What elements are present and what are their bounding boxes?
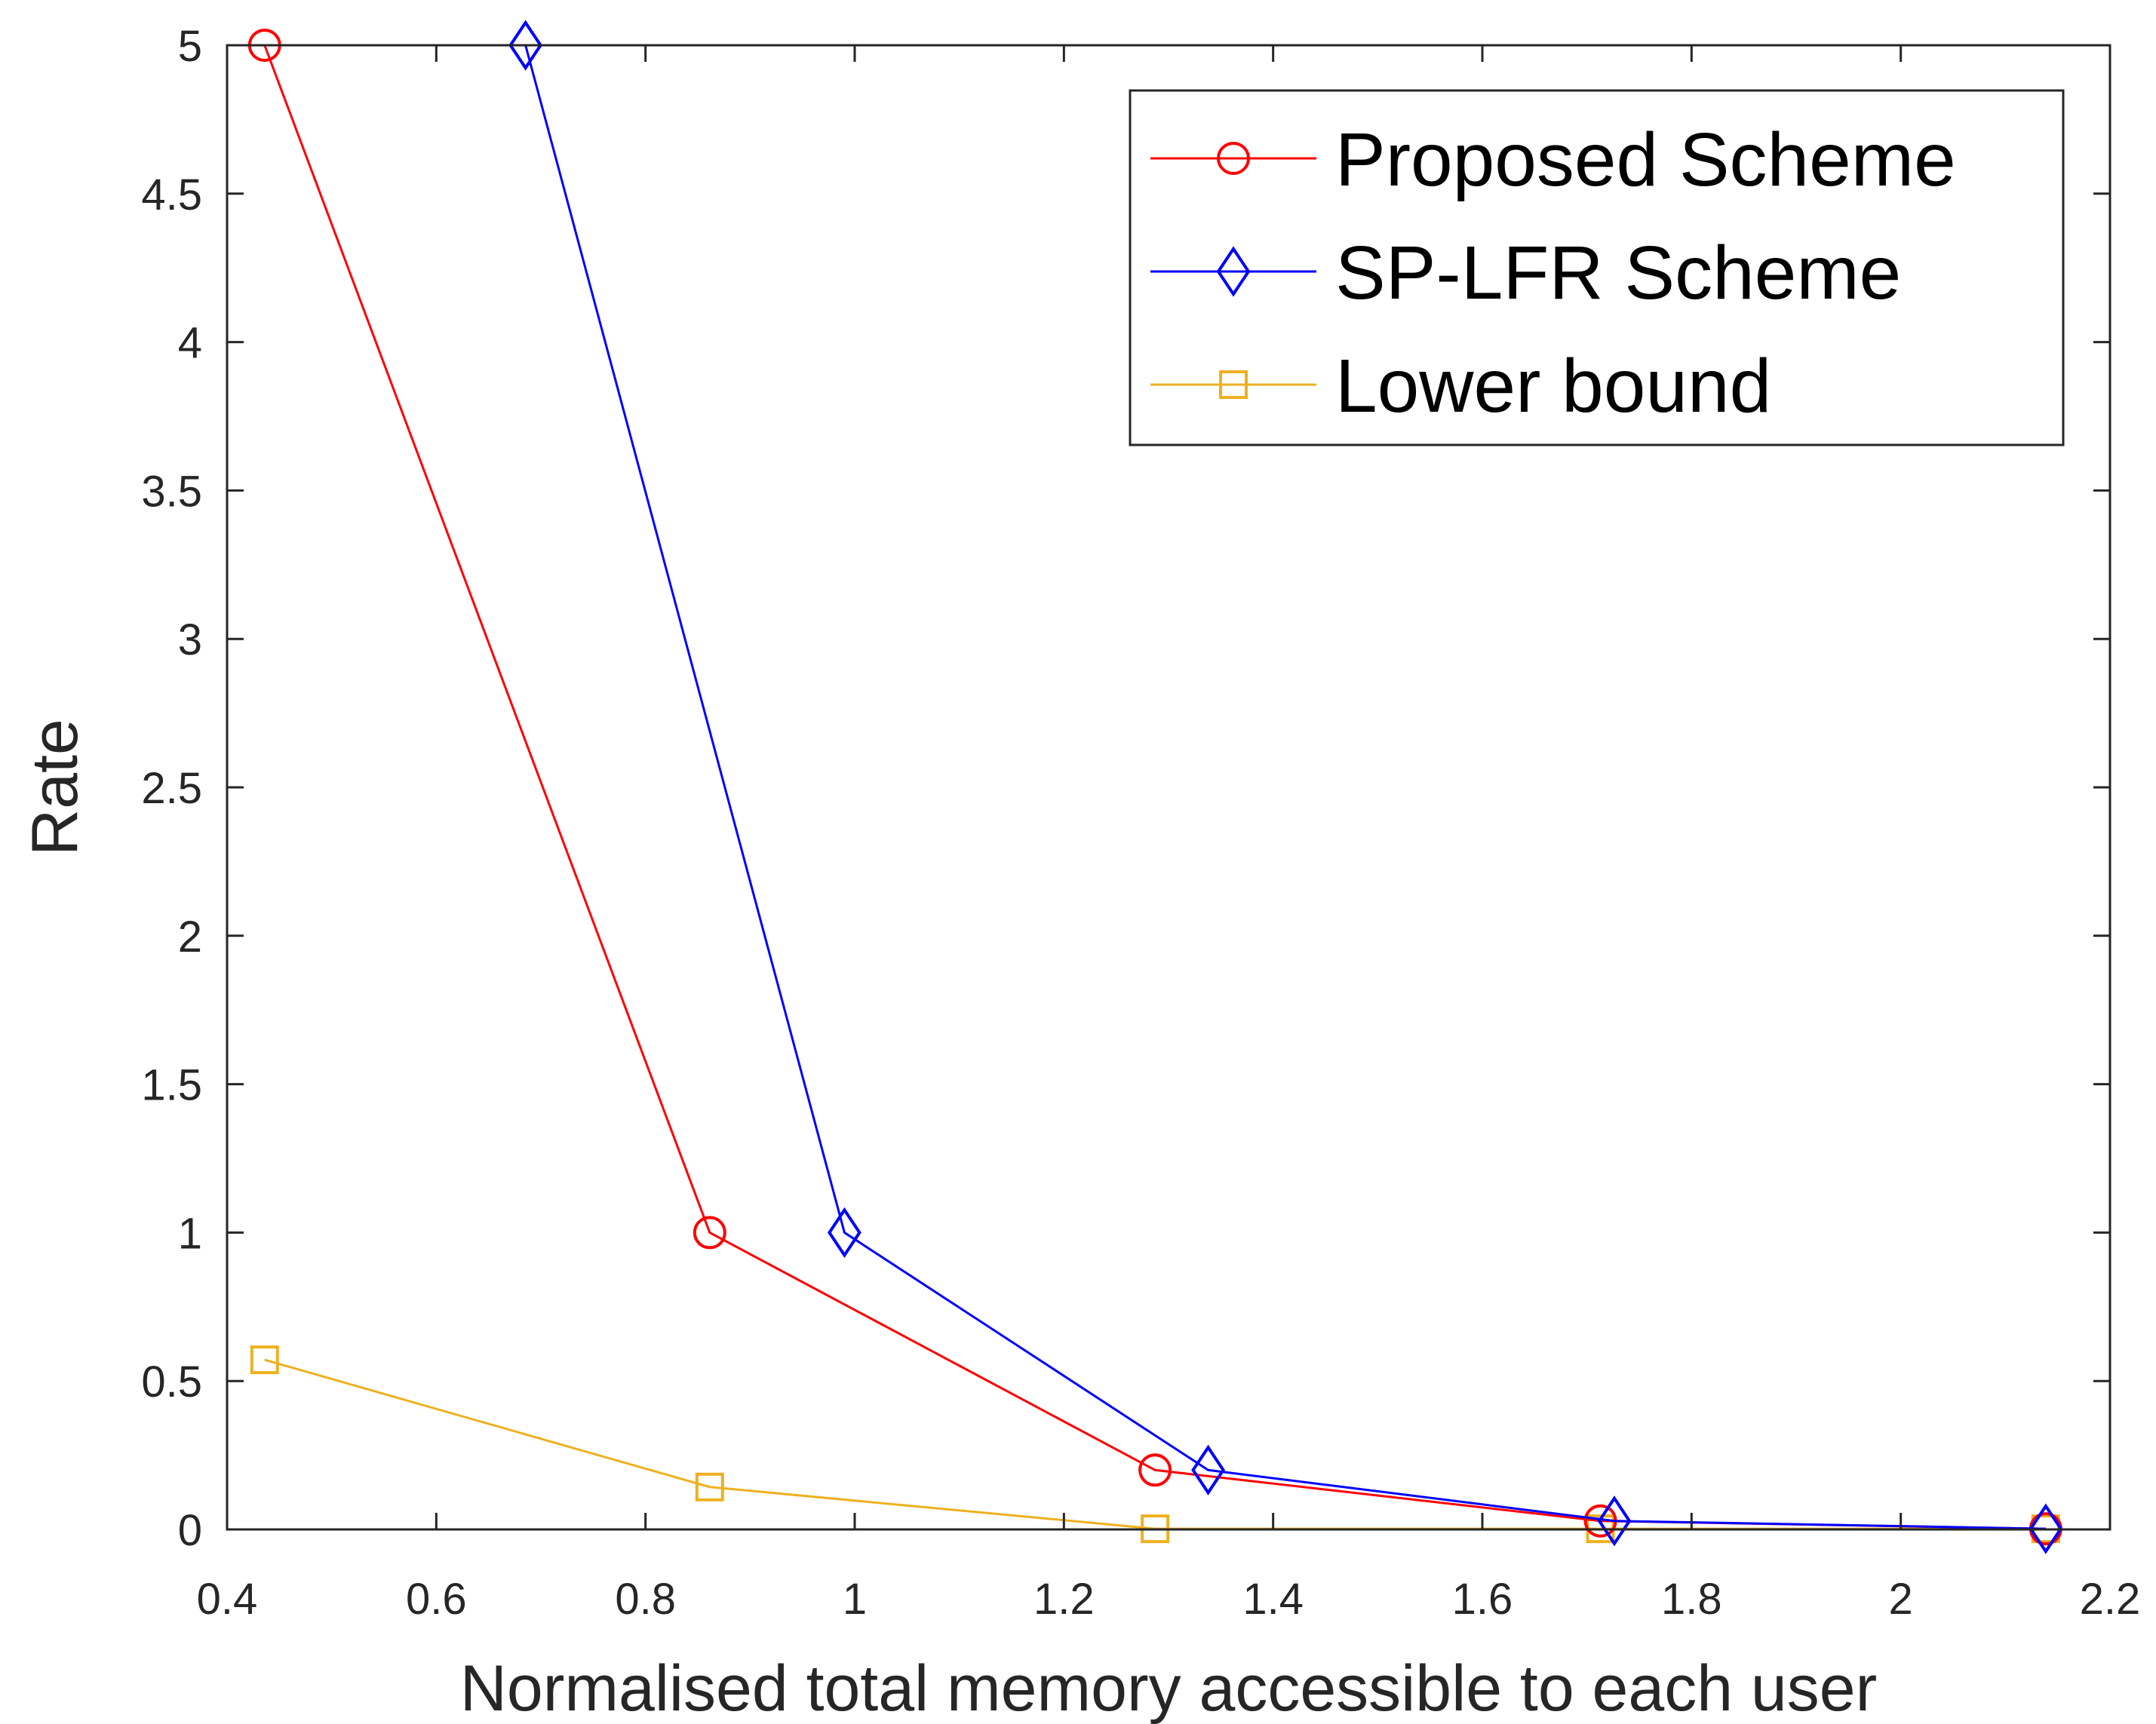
x-tick-label: 2.2 xyxy=(2080,1575,2141,1624)
y-tick-label: 4 xyxy=(178,319,202,368)
legend-entry: Lower bound xyxy=(1150,344,1771,428)
series-line xyxy=(524,44,2046,1530)
x-tick-label: 2 xyxy=(1889,1575,1913,1624)
x-tick-label: 1.6 xyxy=(1452,1575,1513,1624)
data-point xyxy=(693,1216,726,1250)
series-layer xyxy=(247,20,2063,1554)
legend-marker xyxy=(1216,246,1251,297)
legend-label: Proposed Scheme xyxy=(1335,118,1956,202)
y-tick-label: 0.5 xyxy=(141,1357,202,1407)
data-point xyxy=(1191,1444,1225,1495)
legend-box xyxy=(1129,89,2065,446)
y-tick-label: 3 xyxy=(178,615,202,664)
y-tick-label: 1.5 xyxy=(141,1061,202,1110)
legend-label: SP-LFR Scheme xyxy=(1335,231,1901,315)
data-point xyxy=(2029,1503,2063,1554)
legend-label: Lower bound xyxy=(1335,344,1771,428)
legend-marker xyxy=(1217,142,1250,175)
tick-layer: 0.4 0.6 0.8 1 1.2 1.4 1.6 1.8 2 2.2 0 0.5 1 1.5 2 2.5 3 3… xyxy=(141,22,2140,1624)
data-point xyxy=(508,20,543,71)
data-point xyxy=(250,1345,279,1375)
x-axis-title: Normalised total memory accessible to ea… xyxy=(460,1652,1877,1724)
x-tick-label: 0.4 xyxy=(197,1575,258,1624)
data-point xyxy=(828,1207,861,1259)
x-tick-label: 0.8 xyxy=(615,1575,676,1624)
y-tick-label: 2.5 xyxy=(141,764,202,813)
y-tick-label: 0 xyxy=(178,1506,202,1555)
x-tick-label: 1.2 xyxy=(1033,1575,1095,1624)
series-sp-lfr-scheme xyxy=(508,20,2063,1554)
x-tick-label: 1.8 xyxy=(1661,1575,1722,1624)
x-tick-label: 1.4 xyxy=(1242,1575,1304,1624)
y-tick-label: 2 xyxy=(178,913,202,962)
legend: Proposed Scheme SP-LFR Scheme Lower bound xyxy=(1129,89,2065,446)
y-tick-label: 3.5 xyxy=(141,467,202,516)
y-tick-label: 5 xyxy=(178,22,202,71)
data-point xyxy=(1138,1453,1172,1487)
y-axis-title: Rate xyxy=(19,719,91,856)
data-point xyxy=(695,1472,724,1502)
x-tick-label: 0.6 xyxy=(406,1575,467,1624)
legend-marker xyxy=(1219,370,1248,399)
legend-entry: SP-LFR Scheme xyxy=(1150,231,1901,315)
y-tick-label: 1 xyxy=(178,1209,202,1258)
y-tick-label: 4.5 xyxy=(141,170,202,219)
x-tick-label: 1 xyxy=(843,1575,867,1624)
legend-entry: Proposed Scheme xyxy=(1150,118,1956,202)
data-point xyxy=(1597,1495,1632,1547)
